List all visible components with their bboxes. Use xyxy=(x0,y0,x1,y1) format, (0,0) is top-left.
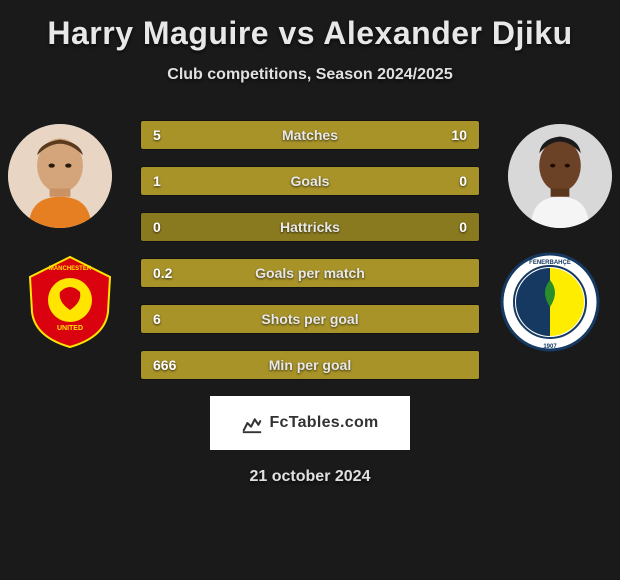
comparison-date: 21 october 2024 xyxy=(0,468,620,486)
club-right-crest: FENERBAHÇE 1907 xyxy=(500,252,600,352)
svg-text:1907: 1907 xyxy=(543,344,557,350)
svg-text:FENERBAHÇE: FENERBAHÇE xyxy=(529,260,571,266)
stat-label: Goals per match xyxy=(141,265,479,281)
player-left-avatar xyxy=(8,124,112,228)
stats-chart: 510Matches 10Goals 00Hattricks 0.2Goals per… xyxy=(140,120,480,380)
stat-row: 0.2Goals per match xyxy=(140,258,480,288)
brand-badge: FcTables.com xyxy=(210,396,410,450)
stat-label: Hattricks xyxy=(141,219,479,235)
club-left-crest: UNITED MANCHESTER xyxy=(20,252,120,352)
chart-icon xyxy=(241,412,263,434)
comparison-subtitle: Club competitions, Season 2024/2025 xyxy=(0,66,620,84)
svg-text:UNITED: UNITED xyxy=(57,325,83,332)
player-right-avatar xyxy=(508,124,612,228)
stat-row: 10Goals xyxy=(140,166,480,196)
stat-label: Shots per goal xyxy=(141,311,479,327)
stat-label: Min per goal xyxy=(141,357,479,373)
stat-row: 00Hattricks xyxy=(140,212,480,242)
stat-row: 510Matches xyxy=(140,120,480,150)
svg-text:MANCHESTER: MANCHESTER xyxy=(49,266,92,272)
stat-row: 6Shots per goal xyxy=(140,304,480,334)
stat-label: Matches xyxy=(141,127,479,143)
stat-row: 666Min per goal xyxy=(140,350,480,380)
brand-text: FcTables.com xyxy=(269,414,378,432)
stat-label: Goals xyxy=(141,173,479,189)
comparison-title: Harry Maguire vs Alexander Djiku xyxy=(0,15,620,52)
